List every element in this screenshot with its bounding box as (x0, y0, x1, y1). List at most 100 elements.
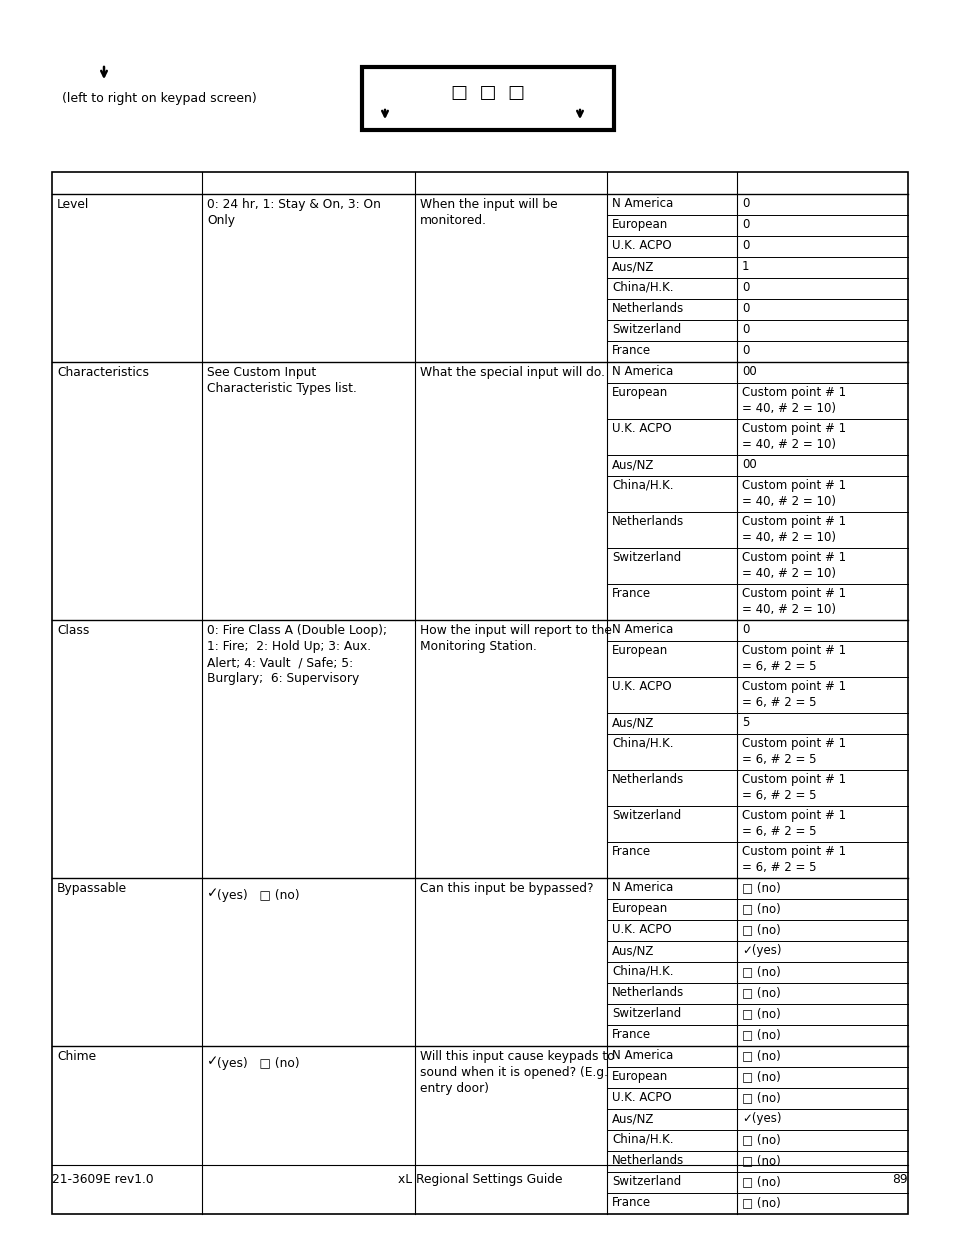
Text: What the special input will do.: What the special input will do. (419, 366, 604, 379)
Text: 5: 5 (741, 716, 749, 729)
Bar (361, 67, 614, 130)
Text: □ (no): □ (no) (741, 902, 780, 915)
Text: □ (no): □ (no) (741, 1174, 780, 1188)
Text: □ (no): □ (no) (741, 923, 780, 936)
Text: Custom point # 1
= 6, # 2 = 5: Custom point # 1 = 6, # 2 = 5 (741, 773, 845, 802)
Text: N America: N America (612, 366, 673, 378)
Text: 0: 0 (741, 219, 749, 231)
Text: (yes)   □ (no): (yes) □ (no) (216, 889, 299, 902)
Text: 21-3609E rev1.0: 21-3609E rev1.0 (52, 1173, 153, 1186)
Text: 1: 1 (741, 261, 749, 273)
Text: France: France (612, 345, 651, 357)
Text: China/H.K.: China/H.K. (612, 737, 673, 750)
Text: Aus/NZ: Aus/NZ (612, 261, 654, 273)
Text: See Custom Input
Characteristic Types list.: See Custom Input Characteristic Types li… (207, 366, 356, 395)
Text: □ (no): □ (no) (741, 1132, 780, 1146)
Text: Level: Level (57, 198, 90, 211)
Text: Will this input cause keypads to
sound when it is opened? (E.g.
entry door): Will this input cause keypads to sound w… (419, 1050, 614, 1095)
Text: China/H.K.: China/H.K. (612, 1132, 673, 1146)
Text: Netherlands: Netherlands (612, 1153, 683, 1167)
Text: Custom point # 1
= 40, # 2 = 10): Custom point # 1 = 40, # 2 = 10) (741, 479, 845, 508)
Text: (yes)   □ (no): (yes) □ (no) (216, 1057, 299, 1070)
Text: Chime: Chime (57, 1050, 96, 1063)
Text: U.K. ACPO: U.K. ACPO (612, 422, 671, 435)
Text: Custom point # 1
= 6, # 2 = 5: Custom point # 1 = 6, # 2 = 5 (741, 737, 845, 766)
Text: Netherlands: Netherlands (612, 986, 683, 999)
Text: European: European (612, 643, 667, 657)
Text: Switzerland: Switzerland (612, 809, 680, 823)
Text: 0: 0 (741, 345, 749, 357)
Text: □ (no): □ (no) (741, 1070, 780, 1083)
Text: 0: 24 hr, 1: Stay & On, 3: On
Only: 0: 24 hr, 1: Stay & On, 3: On Only (207, 198, 380, 227)
Text: When the input will be
monitored.: When the input will be monitored. (419, 198, 558, 227)
Text: ✓: ✓ (207, 885, 218, 900)
Text: N America: N America (612, 1049, 673, 1062)
Text: □ (no): □ (no) (741, 1049, 780, 1062)
Text: Switzerland: Switzerland (612, 1007, 680, 1020)
Text: European: European (612, 219, 667, 231)
Text: Aus/NZ: Aus/NZ (612, 458, 654, 471)
Text: Custom point # 1
= 40, # 2 = 10): Custom point # 1 = 40, # 2 = 10) (741, 551, 845, 580)
Text: 0: 0 (741, 282, 749, 294)
Text: 0: 0 (741, 622, 749, 636)
Text: Bypassable: Bypassable (57, 882, 127, 895)
Text: ✓(yes): ✓(yes) (741, 944, 781, 957)
Text: Netherlands: Netherlands (612, 773, 683, 785)
Text: Custom point # 1
= 40, # 2 = 10): Custom point # 1 = 40, # 2 = 10) (741, 515, 845, 543)
Text: Aus/NZ: Aus/NZ (612, 1112, 654, 1125)
Text: Netherlands: Netherlands (612, 515, 683, 529)
Text: ✓(yes): ✓(yes) (741, 1112, 781, 1125)
Text: Switzerland: Switzerland (612, 324, 680, 336)
Text: Switzerland: Switzerland (612, 551, 680, 564)
Text: N America: N America (612, 622, 673, 636)
Text: Characteristics: Characteristics (57, 366, 149, 379)
Text: 89: 89 (891, 1173, 907, 1186)
Text: U.K. ACPO: U.K. ACPO (612, 240, 671, 252)
Text: Custom point # 1
= 40, # 2 = 10): Custom point # 1 = 40, # 2 = 10) (741, 422, 845, 451)
Text: □ (no): □ (no) (741, 1091, 780, 1104)
Text: U.K. ACPO: U.K. ACPO (612, 1091, 671, 1104)
Text: N America: N America (612, 198, 673, 210)
Text: Switzerland: Switzerland (612, 1174, 680, 1188)
Text: Custom point # 1
= 40, # 2 = 10): Custom point # 1 = 40, # 2 = 10) (741, 587, 845, 616)
Text: Aus/NZ: Aus/NZ (612, 716, 654, 729)
Text: xL Regional Settings Guide: xL Regional Settings Guide (397, 1173, 561, 1186)
Text: □ (no): □ (no) (741, 1195, 780, 1209)
Text: □ (no): □ (no) (741, 1028, 780, 1041)
Text: N America: N America (612, 881, 673, 894)
Text: Custom point # 1
= 6, # 2 = 5: Custom point # 1 = 6, # 2 = 5 (741, 845, 845, 874)
Text: How the input will report to the
Monitoring Station.: How the input will report to the Monitor… (419, 624, 611, 653)
Text: 0: 0 (741, 198, 749, 210)
Text: European: European (612, 387, 667, 399)
Text: Can this input be bypassed?: Can this input be bypassed? (419, 882, 593, 895)
Text: Custom point # 1
= 6, # 2 = 5: Custom point # 1 = 6, # 2 = 5 (741, 809, 845, 839)
Text: China/H.K.: China/H.K. (612, 282, 673, 294)
Bar (52, 172, 907, 1214)
Text: 0: 0 (741, 240, 749, 252)
Text: □ (no): □ (no) (741, 1007, 780, 1020)
Text: Custom point # 1
= 6, # 2 = 5: Custom point # 1 = 6, # 2 = 5 (741, 680, 845, 709)
Text: (left to right on keypad screen): (left to right on keypad screen) (62, 91, 256, 105)
Text: Aus/NZ: Aus/NZ (612, 944, 654, 957)
Text: □ (no): □ (no) (741, 881, 780, 894)
Text: China/H.K.: China/H.K. (612, 479, 673, 492)
Text: France: France (612, 1028, 651, 1041)
Text: 0: 0 (741, 324, 749, 336)
Text: Custom point # 1
= 40, # 2 = 10): Custom point # 1 = 40, # 2 = 10) (741, 387, 845, 415)
Text: Custom point # 1
= 6, # 2 = 5: Custom point # 1 = 6, # 2 = 5 (741, 643, 845, 673)
Text: ✓: ✓ (207, 1053, 218, 1068)
Text: □ (no): □ (no) (741, 965, 780, 978)
Text: □  □  □: □ □ □ (451, 84, 524, 103)
Text: France: France (612, 587, 651, 600)
Text: China/H.K.: China/H.K. (612, 965, 673, 978)
Text: U.K. ACPO: U.K. ACPO (612, 680, 671, 693)
Text: 00: 00 (741, 366, 756, 378)
Text: Netherlands: Netherlands (612, 303, 683, 315)
Text: France: France (612, 1195, 651, 1209)
Text: European: European (612, 1070, 667, 1083)
Text: Class: Class (57, 624, 90, 637)
Text: 0: 0 (741, 303, 749, 315)
Text: □ (no): □ (no) (741, 1153, 780, 1167)
Text: 00: 00 (741, 458, 756, 471)
Text: France: France (612, 845, 651, 858)
